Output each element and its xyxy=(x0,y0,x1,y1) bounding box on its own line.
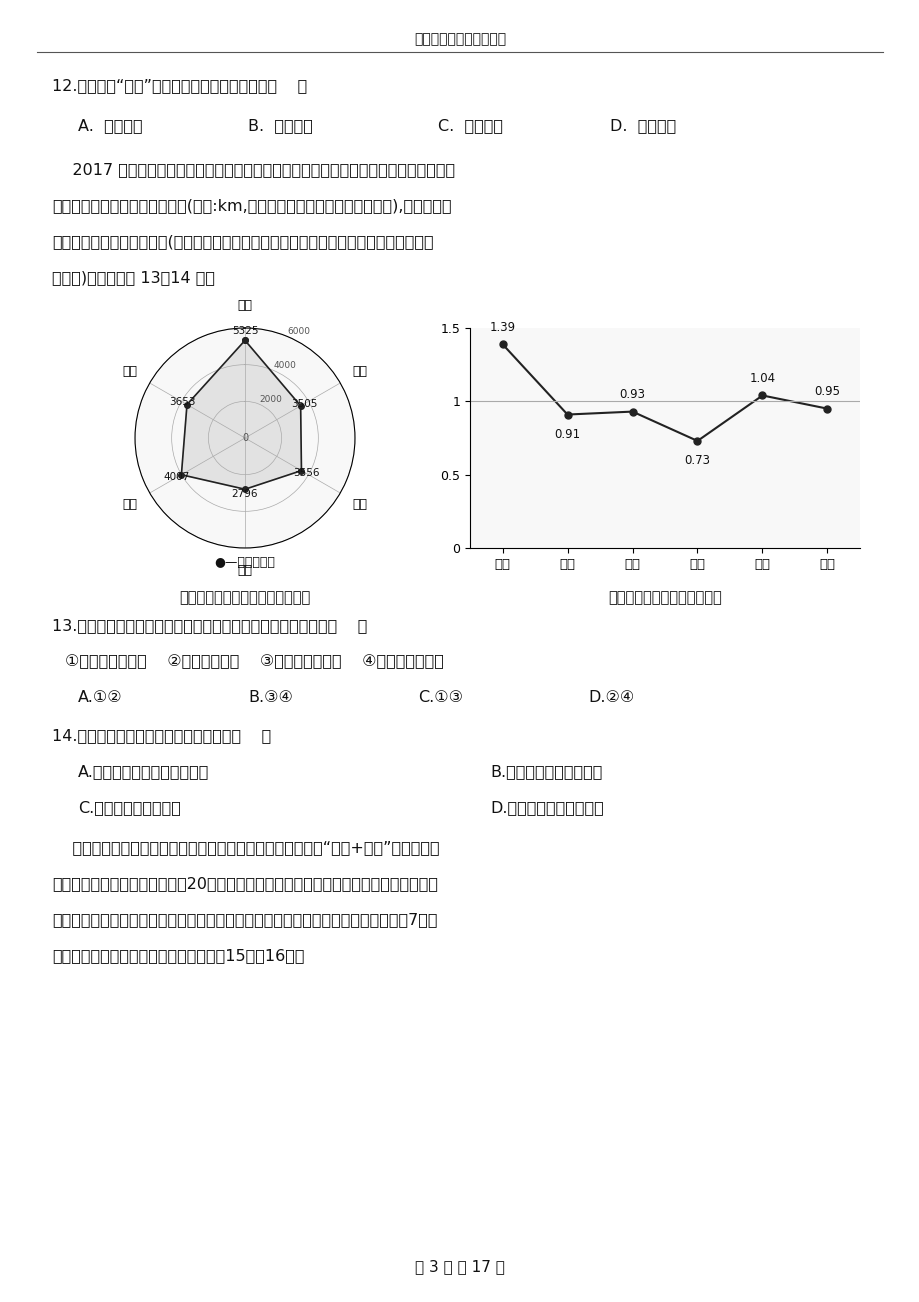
Text: 生产方式。落日农场占地面积约20万平方米，是世界上第一座利用聚光太阳能发电、海水: 生产方式。落日农场占地面积约20万平方米，是世界上第一座利用聚光太阳能发电、海水 xyxy=(52,876,437,891)
Text: 5325: 5325 xyxy=(232,327,258,336)
Text: B.提升中心城市的竞争力: B.提升中心城市的竞争力 xyxy=(490,764,602,779)
Text: 1.04: 1.04 xyxy=(749,372,775,385)
Text: 0.91: 0.91 xyxy=(554,428,580,441)
Polygon shape xyxy=(181,340,301,490)
Text: C.加大一线城市的压力: C.加大一线城市的压力 xyxy=(78,799,181,815)
Text: 部六省省会城市通达性系数(通达性系数指节点的总运输距离与系统内节点总运输距离平均: 部六省省会城市通达性系数(通达性系数指节点的总运输距离与系统内节点总运输距离平均 xyxy=(52,234,433,249)
Text: 値的比)。据此完成 13－14 题。: 値的比)。据此完成 13－14 题。 xyxy=(52,270,215,285)
Text: 近年来，随着科技发展在南澳大利亚州沿海地区出现了一种“阳光+海水”的新颍农业: 近年来，随着科技发展在南澳大利亚州沿海地区出现了一种“阳光+海水”的新颍农业 xyxy=(52,840,439,855)
Text: 0.95: 0.95 xyxy=(813,385,840,398)
Text: A.促进中心城市文化产业发展: A.促进中心城市文化产业发展 xyxy=(78,764,210,779)
Text: A.  流水溶蚀: A. 流水溶蚀 xyxy=(78,118,142,133)
Text: 3556: 3556 xyxy=(292,469,319,478)
Text: 第 3 页 共 17 页: 第 3 页 共 17 页 xyxy=(414,1259,505,1273)
Text: 4007: 4007 xyxy=(164,473,189,483)
Text: B.  向斜成谷: B. 向斜成谷 xyxy=(248,118,312,133)
Text: B.③④: B.③④ xyxy=(248,690,292,704)
Text: 3653: 3653 xyxy=(169,397,195,406)
Text: 会当凌绝顶、一览众山小: 会当凌绝顶、一览众山小 xyxy=(414,33,505,46)
Text: 3505: 3505 xyxy=(291,398,317,409)
Text: D.  地壳陷落: D. 地壳陷落 xyxy=(609,118,675,133)
Text: 0.93: 0.93 xyxy=(618,388,645,401)
Text: 0: 0 xyxy=(242,434,248,443)
Text: C.①③: C.①③ xyxy=(417,690,462,704)
Text: 中部六省省会城市通达性系数: 中部六省省会城市通达性系数 xyxy=(607,590,721,605)
Text: 1.39: 1.39 xyxy=(489,320,515,333)
Text: 12.与犊牛湖“失踪”后又重现相关的地质作用是（    ）: 12.与犊牛湖“失踪”后又重现相关的地质作用是（ ） xyxy=(52,78,307,92)
Text: 日农场位置及其温室室内景观。据此回等15－－16题。: 日农场位置及其温室室内景观。据此回等15－－16题。 xyxy=(52,948,304,963)
Text: A.①②: A.①② xyxy=(78,690,122,704)
Text: D.拉大区域发展水平差距: D.拉大区域发展水平差距 xyxy=(490,799,603,815)
Text: 0.73: 0.73 xyxy=(684,454,709,467)
Text: D.②④: D.②④ xyxy=(587,690,633,704)
Text: 淡化和温控温室来运营的农场，夏季，农场温室的地面铺满了饱吸海水的硬纸板。图7为落: 淡化和温控温室来运营的农场，夏季，农场温室的地面铺满了饱吸海水的硬纸板。图7为落 xyxy=(52,911,437,927)
Text: 13.我国在中部地区选择武汉和郑州作为国家中心城市的原因是（    ）: 13.我国在中部地区选择武汉和郑州作为国家中心城市的原因是（ ） xyxy=(52,618,367,633)
Text: 14.我国设立国家中心城市带来的影响是（    ）: 14.我国设立国家中心城市带来的影响是（ ） xyxy=(52,728,271,743)
Text: ●—总运输距离: ●—总运输距离 xyxy=(214,556,275,569)
Text: 2796: 2796 xyxy=(232,488,258,499)
Text: 中部六省省会城市之间总运输距离: 中部六省省会城市之间总运输距离 xyxy=(179,590,311,605)
Text: 2017 年我国中部六省省会城市中武汉和郑州被确定为国家中心城市。下面左图示意中: 2017 年我国中部六省省会城市中武汉和郑州被确定为国家中心城市。下面左图示意中 xyxy=(52,161,455,177)
Text: 部六省省会城市之间总运输距离(单位:km,反映某节点到其他各节点距离之和),右图示意中: 部六省省会城市之间总运输距离(单位:km,反映某节点到其他各节点距离之和),右图… xyxy=(52,198,451,214)
Text: C.  流水沉积: C. 流水沉积 xyxy=(437,118,503,133)
Text: ①最靠近几何中心    ②产业结构最优    ③交通通达度最好    ④经济实力最雄厄: ①最靠近几何中心 ②产业结构最优 ③交通通达度最好 ④经济实力最雄厄 xyxy=(65,654,443,669)
